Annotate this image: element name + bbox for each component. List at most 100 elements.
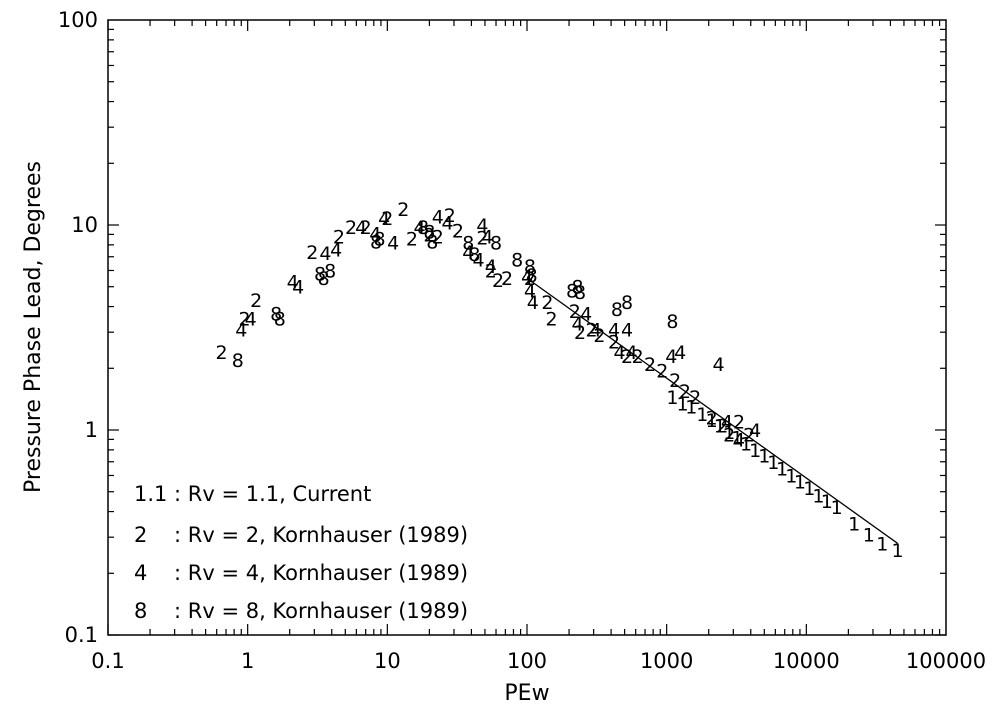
data-point-series-2: 2 <box>397 199 409 221</box>
data-point-series-8: 8 <box>611 299 623 321</box>
data-point-series-2: 2 <box>621 346 633 368</box>
data-point-series-4: 4 <box>625 342 637 364</box>
data-point-series-1-1: 1 <box>876 533 888 555</box>
data-point-series-1-1: 1 <box>767 452 779 474</box>
data-point-series-4: 4 <box>571 314 583 336</box>
data-point-series-4: 4 <box>608 319 620 341</box>
data-point-series-8: 8 <box>426 232 438 254</box>
data-point-series-2: 2 <box>723 425 735 447</box>
data-point-series-2: 2 <box>574 322 586 344</box>
data-point-series-4: 4 <box>527 292 539 314</box>
data-point-series-2: 2 <box>501 268 513 290</box>
legend-entry: : Rv = 1.1, Current <box>174 482 371 506</box>
data-point-series-4: 4 <box>521 267 533 289</box>
data-point-series-4: 4 <box>387 233 399 255</box>
data-point-series-1-1: 1 <box>785 465 797 487</box>
data-point-series-2: 2 <box>406 228 418 250</box>
data-point-series-2: 2 <box>239 308 251 330</box>
legend: 1.1: Rv = 1.1, Current 2: Rv = 2, Kornhau… <box>134 482 468 623</box>
axis-ticks <box>107 20 946 636</box>
data-point-series-8: 8 <box>468 244 480 266</box>
x-axis-label: PEw <box>504 681 549 706</box>
data-point-series-8: 8 <box>490 233 502 255</box>
y-tick-label: 0.1 <box>65 623 98 647</box>
data-point-series-2: 2 <box>452 221 464 243</box>
data-point-series-4: 4 <box>674 342 686 364</box>
data-point-series-2: 2 <box>423 224 435 246</box>
data-point-series-1-1: 1 <box>794 472 806 494</box>
x-tick-label: 100000 <box>906 649 986 673</box>
data-point-series-1-1: 1 <box>848 513 860 535</box>
data-point-series-8: 8 <box>571 277 583 299</box>
data-point-series-1-1: 1 <box>740 433 752 455</box>
data-point-series-2: 2 <box>608 332 620 354</box>
data-point-series-1-1: 1 <box>696 404 708 426</box>
data-point-series-4: 4 <box>621 319 633 341</box>
data-point-series-2: 2 <box>333 226 345 248</box>
data-point-series-8: 8 <box>417 217 429 239</box>
x-tick-label: 1 <box>241 649 254 673</box>
data-point-series-1-1: 1 <box>706 410 718 432</box>
data-point-series-8: 8 <box>423 221 435 243</box>
data-point-series-4: 4 <box>712 354 724 376</box>
data-point-series-2: 2 <box>524 268 536 290</box>
data-point-series-1-1: 1 <box>714 416 726 438</box>
data-point-series-1-1: 1 <box>666 387 678 409</box>
data-point-series-2: 2 <box>586 319 598 341</box>
data-point-series-1-1: 1 <box>803 478 815 500</box>
data-point-series-2: 2 <box>546 308 558 330</box>
x-tick-label: 10000 <box>773 649 840 673</box>
data-point-series-8: 8 <box>511 249 523 271</box>
data-point-series-4: 4 <box>476 215 488 237</box>
data-point-series-2: 2 <box>485 260 497 282</box>
legend-marker: 2 <box>134 523 147 547</box>
data-point-series-2: 2 <box>250 290 262 312</box>
data-point-series-8: 8 <box>232 350 244 372</box>
data-point-series-1-1: 1 <box>863 524 875 546</box>
data-point-series-2: 2 <box>656 361 668 383</box>
data-point-series-4: 4 <box>481 226 493 248</box>
data-point-series-2: 2 <box>476 227 488 249</box>
data-point-series-4: 4 <box>292 277 304 299</box>
data-point-series-8: 8 <box>370 232 382 254</box>
x-tick-label: 100 <box>507 649 547 673</box>
x-tick-label: 10 <box>374 649 401 673</box>
data-point-series-1-1: 1 <box>831 497 843 519</box>
data-point-series-1-1: 1 <box>723 422 735 444</box>
data-point-series-8: 8 <box>270 304 282 326</box>
data-point-series-4: 4 <box>524 280 536 302</box>
y-tick-label: 1 <box>85 418 98 442</box>
data-point-series-4: 4 <box>245 308 257 330</box>
data-point-series-8: 8 <box>666 311 678 333</box>
data-point-series-8: 8 <box>526 265 538 287</box>
y-tick-labels: 0.1 1 10 100 <box>58 8 98 647</box>
legend-marker: 4 <box>134 561 147 585</box>
y-tick-label: 100 <box>58 8 98 32</box>
data-point-series-1-1: 1 <box>685 397 697 419</box>
data-point-series-4: 4 <box>665 346 677 368</box>
data-point-series-4: 4 <box>330 239 342 261</box>
data-point-series-2: 2 <box>706 408 718 430</box>
data-point-series-4: 4 <box>580 304 592 326</box>
data-point-series-4: 4 <box>733 429 745 451</box>
data-point-series-1-1: 1 <box>821 491 833 513</box>
data-point-series-1-1: 1 <box>749 440 761 462</box>
legend-marker: 8 <box>134 599 147 623</box>
data-point-series-2: 2 <box>541 292 553 314</box>
data-point-series-1-1: 1 <box>812 485 824 507</box>
data-point-series-2: 2 <box>306 242 318 264</box>
data-point-series-8: 8 <box>374 228 386 250</box>
x-tick-labels: 0.1 1 10 100 1000 10000 100000 <box>91 649 986 673</box>
data-point-series-4: 4 <box>721 412 733 434</box>
data-point-series-1-1: 1 <box>892 540 904 562</box>
data-point-series-2: 2 <box>679 381 691 403</box>
data-point-series-4: 4 <box>442 212 454 234</box>
y-tick-label: 10 <box>71 213 98 237</box>
data-point-series-2: 2 <box>593 325 605 347</box>
data-point-series-4: 4 <box>473 249 485 271</box>
data-point-series-8: 8 <box>318 268 330 290</box>
data-point-series-4: 4 <box>413 217 425 239</box>
data-point-series-4: 4 <box>378 208 390 230</box>
data-point-series-8: 8 <box>574 282 586 304</box>
